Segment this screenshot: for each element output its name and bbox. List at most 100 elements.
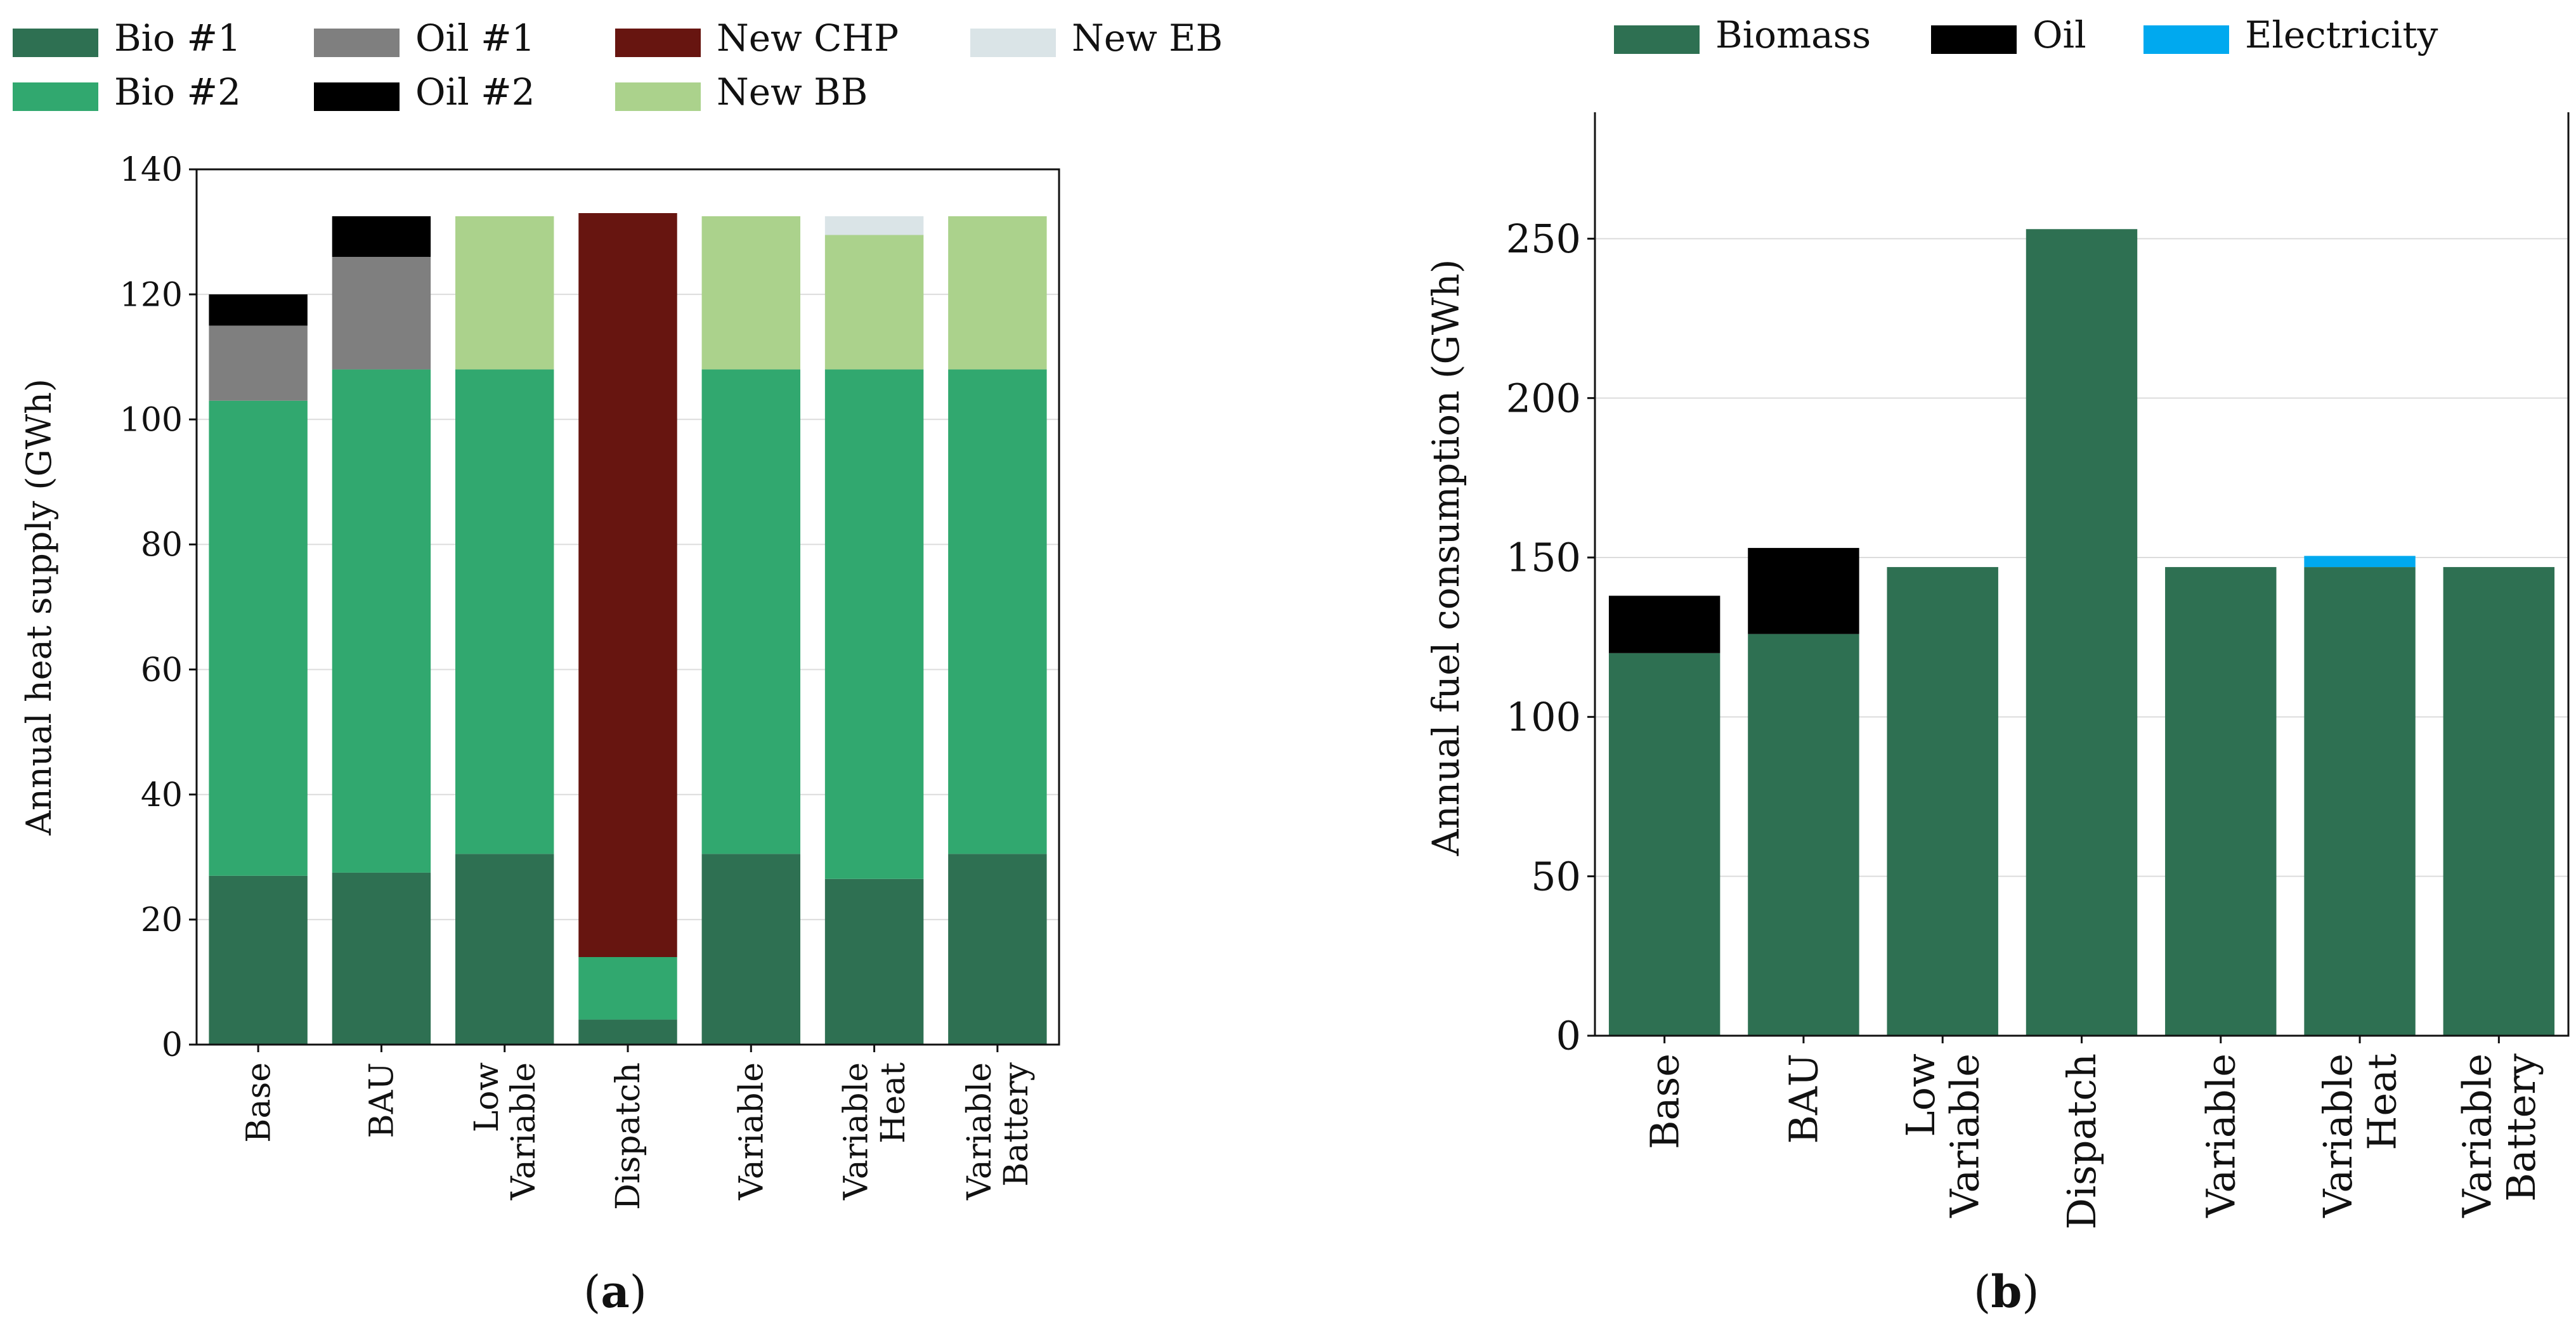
y-tick-label: 120 (120, 276, 183, 314)
legend-label: New BB (717, 70, 868, 114)
y-tick-label: 80 (141, 526, 183, 564)
x-tick-label-line: Base (240, 1062, 278, 1143)
bar-segment (455, 369, 554, 854)
x-tick-label-line: BAU (1781, 1053, 1827, 1144)
bar-segment (701, 369, 800, 854)
chart-a-heat-supply: 0 20 40 60 80 100 120 140 Base BAU LowVariable Disp… (19, 151, 1060, 1210)
x-tick-label-line: Low (1897, 1053, 1944, 1137)
y-tick-label: 200 (1506, 375, 1581, 421)
x-tick-label-line: Variable (2197, 1053, 2244, 1218)
x-tick-label-line: Battery (998, 1062, 1036, 1187)
bar-segment (948, 854, 1047, 1045)
x-tick-label: VariableHeat (2315, 1053, 2405, 1218)
bar-segment (209, 875, 308, 1045)
panel-letter: a (601, 1265, 630, 1318)
bar-segment (332, 369, 431, 873)
y-tick-label: 250 (1506, 216, 1581, 262)
x-tick-label-line: Variable (2454, 1053, 2500, 1218)
x-tick-label: VariableBattery (2454, 1053, 2544, 1218)
legend-label: New CHP (717, 16, 899, 60)
x-tick-label-line: Dispatch (2059, 1053, 2105, 1230)
x-tick-label: Dispatch (2059, 1053, 2105, 1230)
x-tick-label-line: BAU (363, 1062, 401, 1138)
bar-segment (1608, 653, 1721, 1036)
bar-segment (2443, 567, 2555, 1036)
x-tick-label-line: Variable (1942, 1053, 1988, 1218)
bar-segment (455, 854, 554, 1045)
bar-segment (948, 216, 1047, 370)
x-tick-label-line: Variable (838, 1062, 876, 1201)
legend-swatch (314, 29, 400, 57)
legend-label: New EB (1072, 16, 1223, 60)
y-tick-label: 60 (141, 651, 183, 689)
x-tick-label-line: Variable (961, 1062, 999, 1201)
bar-segment (824, 878, 924, 1045)
x-tick-label-line: Variable (2315, 1053, 2361, 1218)
y-tick-label: 0 (1556, 1013, 1581, 1059)
bar-segment (701, 216, 800, 370)
x-tick-label-line: Variable (732, 1062, 771, 1201)
bar-segment (209, 294, 308, 326)
x-tick-label: Variable (732, 1062, 771, 1201)
x-tick-label: VariableBattery (961, 1062, 1036, 1201)
panel-label-a: (a) (583, 1265, 647, 1318)
legend-swatch (1614, 25, 1700, 54)
x-tick-label: Dispatch (609, 1062, 647, 1210)
x-tick-label: Base (240, 1062, 278, 1143)
panel-letter: b (1991, 1265, 2022, 1318)
bar-segment (455, 216, 554, 370)
bar-segment (578, 1019, 677, 1045)
bar-segment (2304, 567, 2416, 1036)
legend-label: Biomass (1715, 13, 1871, 56)
legend-swatch (314, 82, 400, 111)
legend-label: Electricity (2245, 13, 2438, 56)
legend-label: Bio #1 (114, 16, 242, 60)
bar-segment (332, 872, 431, 1045)
y-axis-label: Annual heat supply (GWh) (19, 379, 59, 836)
bar-segment (2026, 229, 2138, 1036)
bar-segment (578, 957, 677, 1020)
legend-a: Bio #1 Bio #2 Oil #1 Oil #2 New CHP New … (0, 0, 1268, 127)
y-tick-label: 0 (162, 1026, 183, 1064)
bar-segment (209, 325, 308, 401)
bar-segment (2165, 567, 2277, 1036)
panel-label-b: (b) (1974, 1265, 2039, 1318)
x-tick-label: VariableHeat (838, 1062, 913, 1201)
y-tick-label: 100 (120, 401, 183, 439)
bar-segment (332, 257, 431, 370)
x-tick-label-line: Heat (2358, 1053, 2405, 1151)
y-tick-label: 100 (1506, 694, 1581, 740)
legend-b: Biomass Oil Electricity (1585, 0, 2575, 76)
legend-swatch (615, 29, 701, 57)
legend-label: Oil #2 (415, 70, 535, 114)
legend-label: Oil (2033, 13, 2086, 56)
bar-segment (578, 213, 677, 957)
x-tick-label: BAU (1781, 1053, 1827, 1144)
y-tick-label: 140 (120, 151, 183, 189)
legend-swatch (2143, 25, 2229, 54)
bar-segment (2304, 556, 2416, 568)
x-tick-label-line: Dispatch (609, 1062, 647, 1210)
legend-swatch (970, 29, 1056, 57)
legend-label: Bio #2 (114, 70, 242, 114)
y-axis-label: Annual fuel consumption (GWh) (1424, 259, 1467, 857)
bar-segment (1608, 596, 1721, 653)
bar-segment (948, 369, 1047, 854)
x-tick-label: LowVariable (468, 1062, 543, 1201)
bar-segment (701, 854, 800, 1045)
y-tick-label: 20 (141, 901, 183, 939)
bar-segment (824, 369, 924, 879)
legend-swatch (1931, 25, 2017, 54)
bar-segment (1748, 547, 1859, 634)
x-tick-label-line: Variable (505, 1062, 543, 1201)
x-tick-label-line: Heat (875, 1062, 913, 1144)
x-tick-label: Base (1641, 1053, 1688, 1149)
x-tick-label: LowVariable (1897, 1053, 1987, 1218)
y-tick-label: 40 (141, 776, 183, 814)
bar-segment (824, 235, 924, 370)
x-tick-label: Variable (2197, 1053, 2244, 1218)
bar-segment (1887, 567, 1998, 1036)
x-tick-label: BAU (363, 1062, 401, 1138)
chart-b-fuel-consumption: 050100150200250300BaseBAULowVariableDisp… (1424, 112, 2570, 1230)
